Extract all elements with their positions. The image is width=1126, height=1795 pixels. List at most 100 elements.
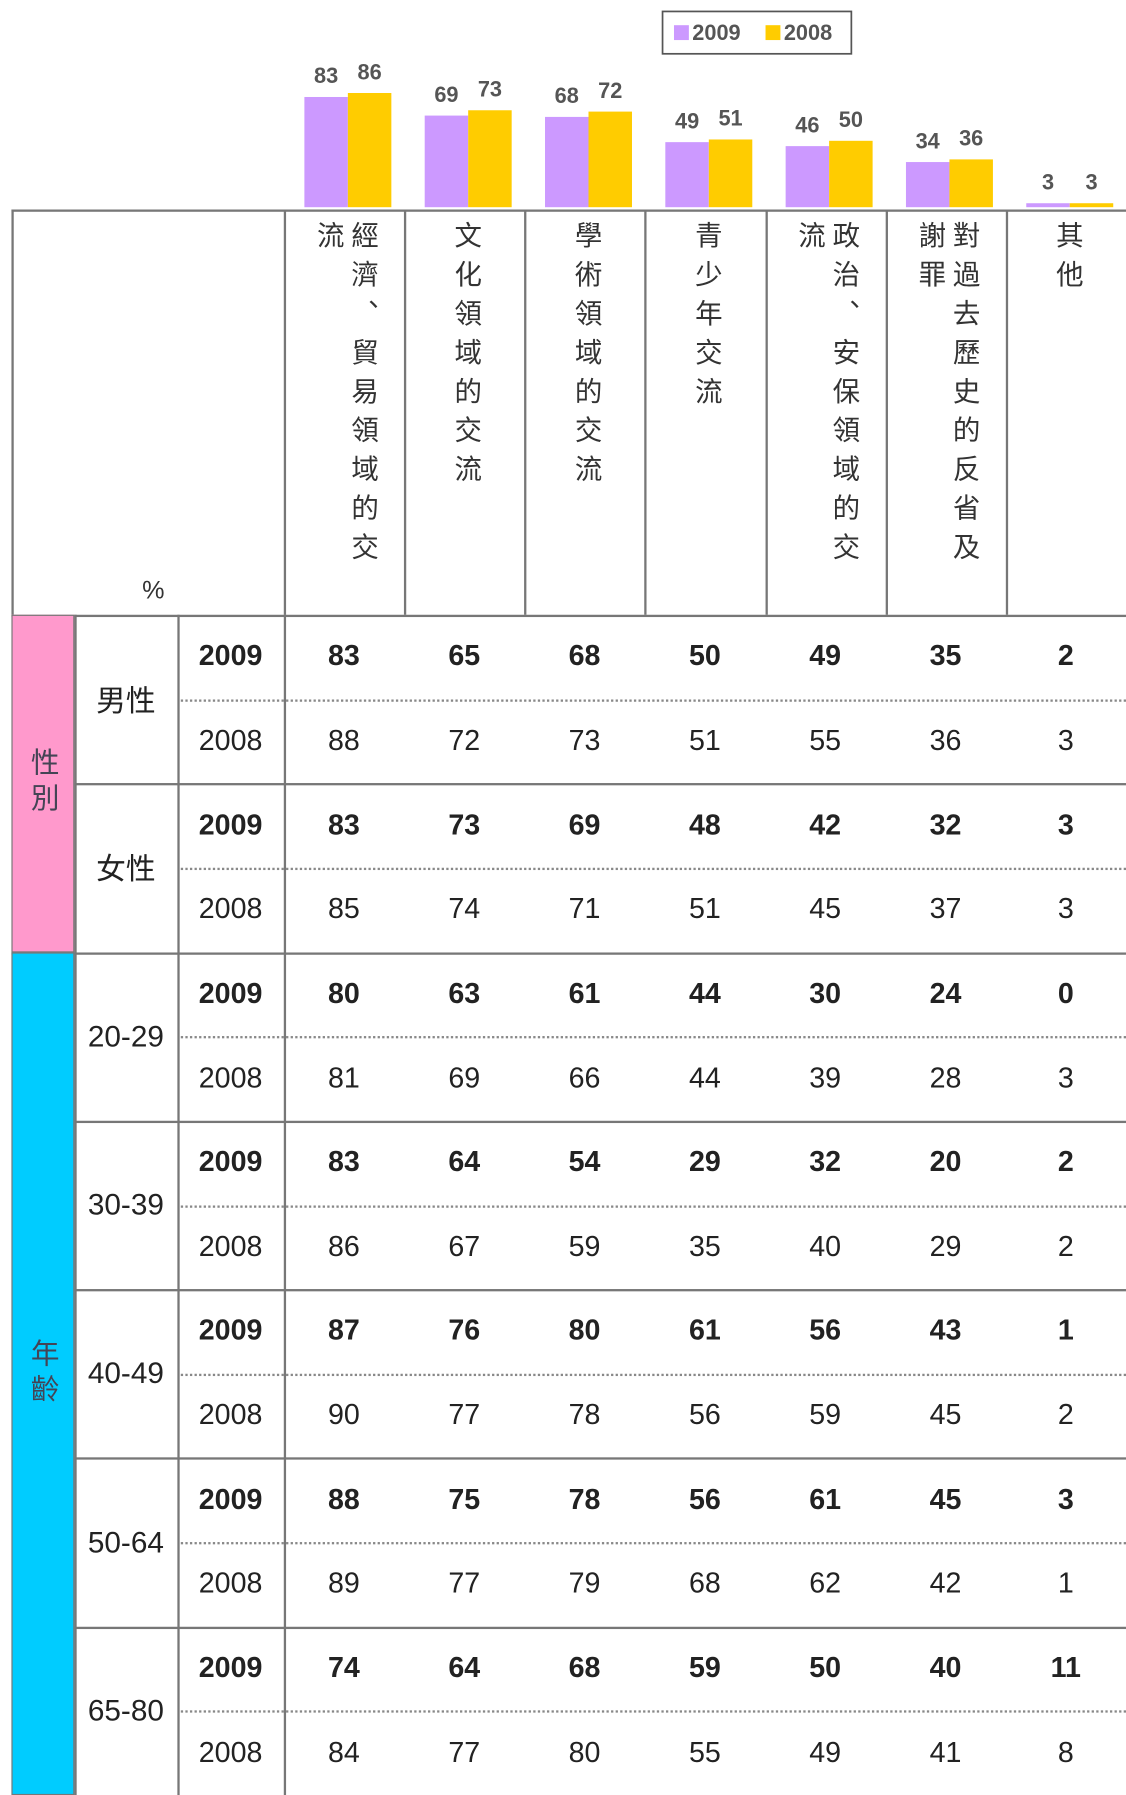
unit-label: % [142, 575, 165, 605]
rule [74, 1457, 1126, 1461]
rule [283, 209, 287, 615]
table-value: 69 [448, 1061, 481, 1094]
table-value: 64 [448, 1146, 481, 1179]
group-band [11, 614, 75, 952]
column-header-cell: 學術領域的交流 [524, 221, 644, 603]
rule [404, 209, 407, 615]
row-divider [177, 1542, 1126, 1545]
row-divider [177, 867, 1126, 870]
row-divider [177, 1710, 1126, 1714]
table-value: 45 [809, 893, 842, 926]
table-value: 69 [568, 808, 601, 841]
bar [829, 140, 873, 208]
bar [588, 111, 632, 208]
table-value: 45 [929, 1483, 962, 1516]
table-value: 68 [688, 1567, 721, 1600]
data-label: 68 [555, 83, 579, 108]
table-value: 29 [688, 1146, 721, 1179]
table-value: 8 [1057, 1736, 1074, 1769]
table-value: 3 [1057, 808, 1074, 841]
data-label: 73 [478, 77, 502, 102]
table-value: 24 [929, 977, 962, 1010]
data-label: 69 [434, 82, 458, 107]
table-value: 79 [568, 1567, 601, 1600]
year-label: 2009 [198, 808, 263, 841]
data-label: 3 [1085, 169, 1097, 194]
subgroup-label: 20-29 [87, 1018, 164, 1053]
table-value: 2 [1057, 640, 1074, 673]
table-value: 65 [448, 640, 481, 673]
subgroup-label: 40-49 [87, 1355, 164, 1391]
bar [1069, 203, 1114, 208]
column-header-cell: 經濟、貿易領域的交流 [284, 221, 404, 603]
bar [785, 146, 830, 208]
rule [885, 209, 888, 615]
table-value: 32 [929, 808, 962, 841]
data-label: 51 [718, 106, 742, 131]
rule [74, 614, 77, 1795]
table-value: 61 [688, 1314, 721, 1347]
column-header: 學術領域的交流 [569, 220, 601, 494]
table-value: 43 [929, 1314, 962, 1347]
bar [347, 93, 392, 208]
year-label: 2009 [198, 1483, 263, 1516]
rule [177, 614, 180, 1795]
rule [74, 783, 1126, 786]
table-value: 42 [809, 808, 842, 841]
table-value: 71 [568, 893, 601, 926]
table-value: 49 [809, 1736, 842, 1769]
rule [1005, 209, 1008, 615]
table-value: 37 [929, 893, 962, 926]
year-label: 2009 [198, 1146, 263, 1179]
bar [905, 162, 950, 208]
table-value: 35 [929, 640, 962, 673]
data-label: 83 [314, 63, 338, 88]
table-value: 40 [929, 1651, 962, 1685]
table-value: 64 [448, 1651, 481, 1685]
column-header-cell: 政治、安保領域的交流 [765, 221, 885, 603]
table-value: 88 [328, 724, 360, 757]
table-value: 83 [328, 808, 360, 841]
table-value: 88 [328, 1483, 360, 1516]
rule [11, 209, 14, 615]
table-value: 62 [809, 1567, 842, 1600]
rule [74, 1120, 1126, 1123]
year-label: 2008 [198, 1736, 263, 1769]
table-value: 30 [809, 977, 842, 1010]
table-value: 50 [809, 1651, 842, 1685]
table-value: 51 [688, 724, 721, 757]
table-value: 68 [568, 1651, 601, 1685]
table-value: 63 [448, 977, 481, 1010]
data-label: 34 [916, 128, 940, 153]
data-label: 72 [598, 78, 622, 103]
group-label-cell: 年齡 [11, 952, 74, 1795]
table-value: 56 [688, 1483, 721, 1516]
table-value: 51 [688, 893, 721, 926]
table-value: 50 [688, 640, 721, 673]
table-value: 74 [448, 893, 481, 926]
table-value: 59 [688, 1651, 721, 1685]
table-value: 2 [1057, 1230, 1074, 1263]
table-value: 73 [568, 724, 601, 757]
table-value: 42 [929, 1567, 962, 1600]
table-value: 44 [688, 977, 721, 1010]
rule [283, 614, 287, 1795]
column-header: 政治、安保領域的交流 [793, 220, 859, 572]
table-value: 40 [809, 1230, 842, 1263]
table-value: 72 [448, 724, 481, 757]
data-label: 86 [358, 59, 382, 84]
data-label: 49 [675, 108, 699, 133]
rule [11, 209, 1126, 212]
column-header-cell: 青少年交流 [645, 221, 765, 603]
table-value: 59 [809, 1399, 842, 1432]
year-label: 2008 [198, 724, 263, 757]
bar [468, 110, 512, 208]
legend-box [661, 10, 853, 55]
table-value: 0 [1057, 977, 1074, 1010]
data-label: 36 [959, 126, 983, 151]
year-label: 2008 [198, 1061, 263, 1094]
table-value: 90 [328, 1399, 360, 1432]
bar [1026, 203, 1070, 208]
rule [644, 209, 648, 615]
